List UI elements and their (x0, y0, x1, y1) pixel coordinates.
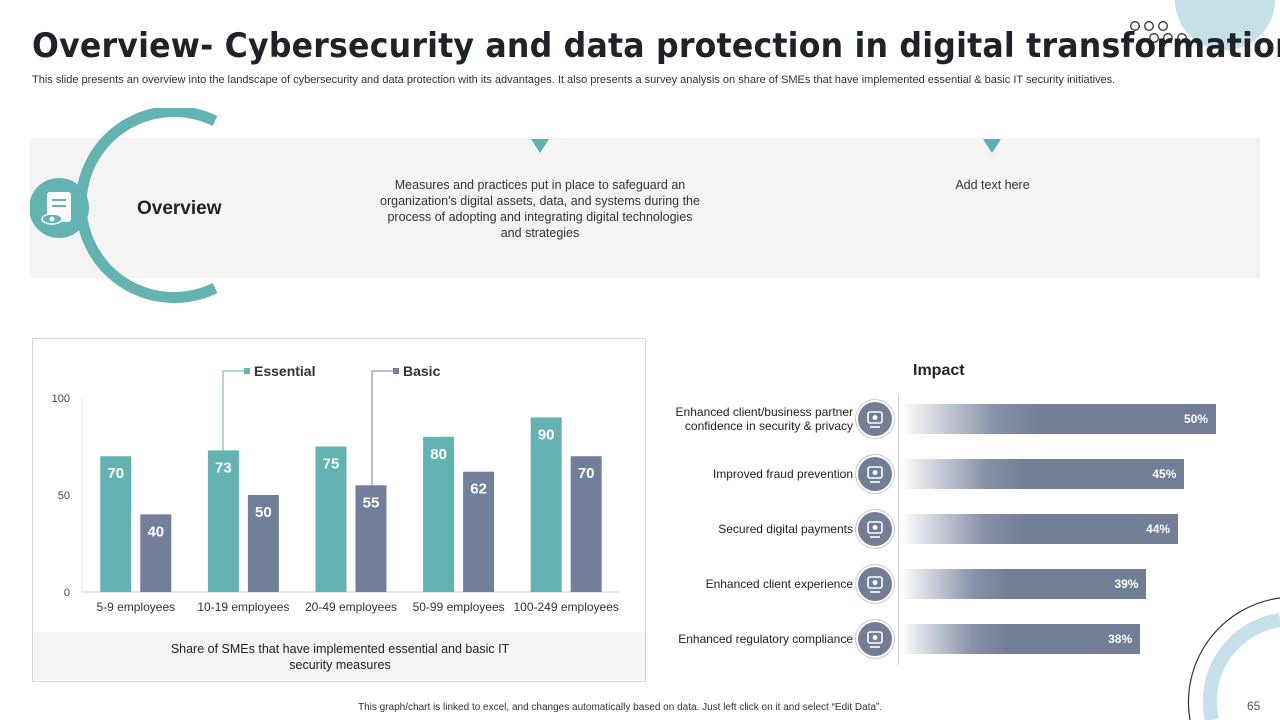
y-tick-label: 0 (64, 587, 70, 599)
compliance-hand-icon (858, 622, 892, 656)
data-label-essential: 90 (538, 426, 555, 443)
y-tick-label: 100 (52, 393, 70, 405)
data-label-basic: 50 (255, 504, 272, 521)
legend-marker-essential (244, 368, 250, 374)
data-label-essential: 70 (107, 465, 124, 482)
impact-axis-line (898, 395, 899, 665)
page-number: 65 (1247, 699, 1261, 713)
data-label-essential: 80 (430, 446, 447, 463)
impact-label: Enhanced client/business partner confide… (675, 405, 853, 433)
impact-title: Impact (913, 362, 965, 379)
impact-value: 50% (1183, 412, 1208, 426)
impact-bar: 45% (900, 459, 1185, 489)
bar-essential-4 (530, 417, 562, 592)
legend-label-essential: Essential (254, 363, 315, 379)
impact-bar: 50% (900, 404, 1216, 434)
decorative-arcs (1187, 597, 1280, 720)
hand-heart-icon (858, 567, 892, 601)
data-label-essential: 75 (323, 456, 340, 473)
data-label-basic: 55 (363, 494, 380, 511)
secure-payment-icon (858, 512, 892, 546)
x-tick-label: 5-9 employees (96, 600, 175, 614)
impact-label: Secured digital payments (718, 522, 853, 536)
bar-basic-1 (247, 495, 279, 592)
x-tick-label: 100-249 employees (513, 600, 618, 614)
impact-label: Enhanced regulatory compliance (678, 632, 853, 646)
overview-band (30, 138, 1260, 278)
scroll-eye-icon (30, 178, 89, 238)
bar-basic-0 (140, 514, 172, 592)
bar-essential-3 (423, 436, 455, 592)
impact-label: Enhanced client experience (705, 577, 853, 591)
data-label-basic: 62 (470, 481, 487, 498)
add-marker (983, 139, 1001, 153)
bar-basic-4 (570, 456, 602, 592)
overview-placeholder[interactable]: Add text here (955, 178, 1030, 192)
chart-caption-band (33, 632, 645, 680)
legend-marker-basic (393, 368, 399, 374)
impact-bar: 44% (900, 514, 1179, 544)
impact-value: 45% (1152, 467, 1177, 481)
overview-label: Overview (137, 198, 222, 219)
impact-value: 44% (1146, 522, 1171, 536)
footer-note: This graph/chart is linked to excel, and… (358, 702, 883, 713)
legend-callout-line (222, 370, 247, 451)
people-meeting-icon (858, 402, 892, 436)
x-tick-label: 20-49 employees (305, 600, 397, 614)
overview-ring (30, 108, 218, 303)
impact-value: 39% (1114, 577, 1139, 591)
shield-screen-icon (858, 457, 892, 491)
legend-callout-line (371, 370, 396, 486)
page-subtitle: This slide presents an overview into the… (32, 74, 1116, 86)
legend-label-basic: Basic (403, 363, 441, 379)
impact-label: Improved fraud prevention (712, 467, 853, 481)
bar-essential-2 (315, 446, 347, 592)
chart-caption: Share of SMEs that have implemented esse… (170, 642, 510, 672)
bar-basic-2 (355, 485, 387, 592)
decorative-dots (1130, 0, 1275, 50)
data-label-basic: 70 (578, 465, 595, 482)
impact-bar: 39% (900, 569, 1147, 599)
impact-value: 38% (1108, 632, 1133, 646)
overview-description: Measures and practices put in place to s… (380, 178, 700, 240)
y-tick-label: 50 (58, 490, 70, 502)
page-title: Overview- Cybersecurity and data protect… (32, 26, 1280, 66)
data-label-basic: 40 (147, 523, 164, 540)
impact-bar: 38% (900, 624, 1141, 654)
x-tick-label: 10-19 employees (197, 600, 289, 614)
desc-marker (531, 139, 549, 153)
data-label-essential: 73 (215, 459, 232, 476)
bar-essential-0 (100, 456, 132, 592)
bar-essential-1 (207, 450, 239, 592)
bar-chart[interactable]: 0 50 100 70 40 5-9 employees 73 50 10-19 employe… (32, 338, 644, 628)
bar-basic-3 (463, 471, 495, 592)
x-tick-label: 50-99 employees (413, 600, 505, 614)
